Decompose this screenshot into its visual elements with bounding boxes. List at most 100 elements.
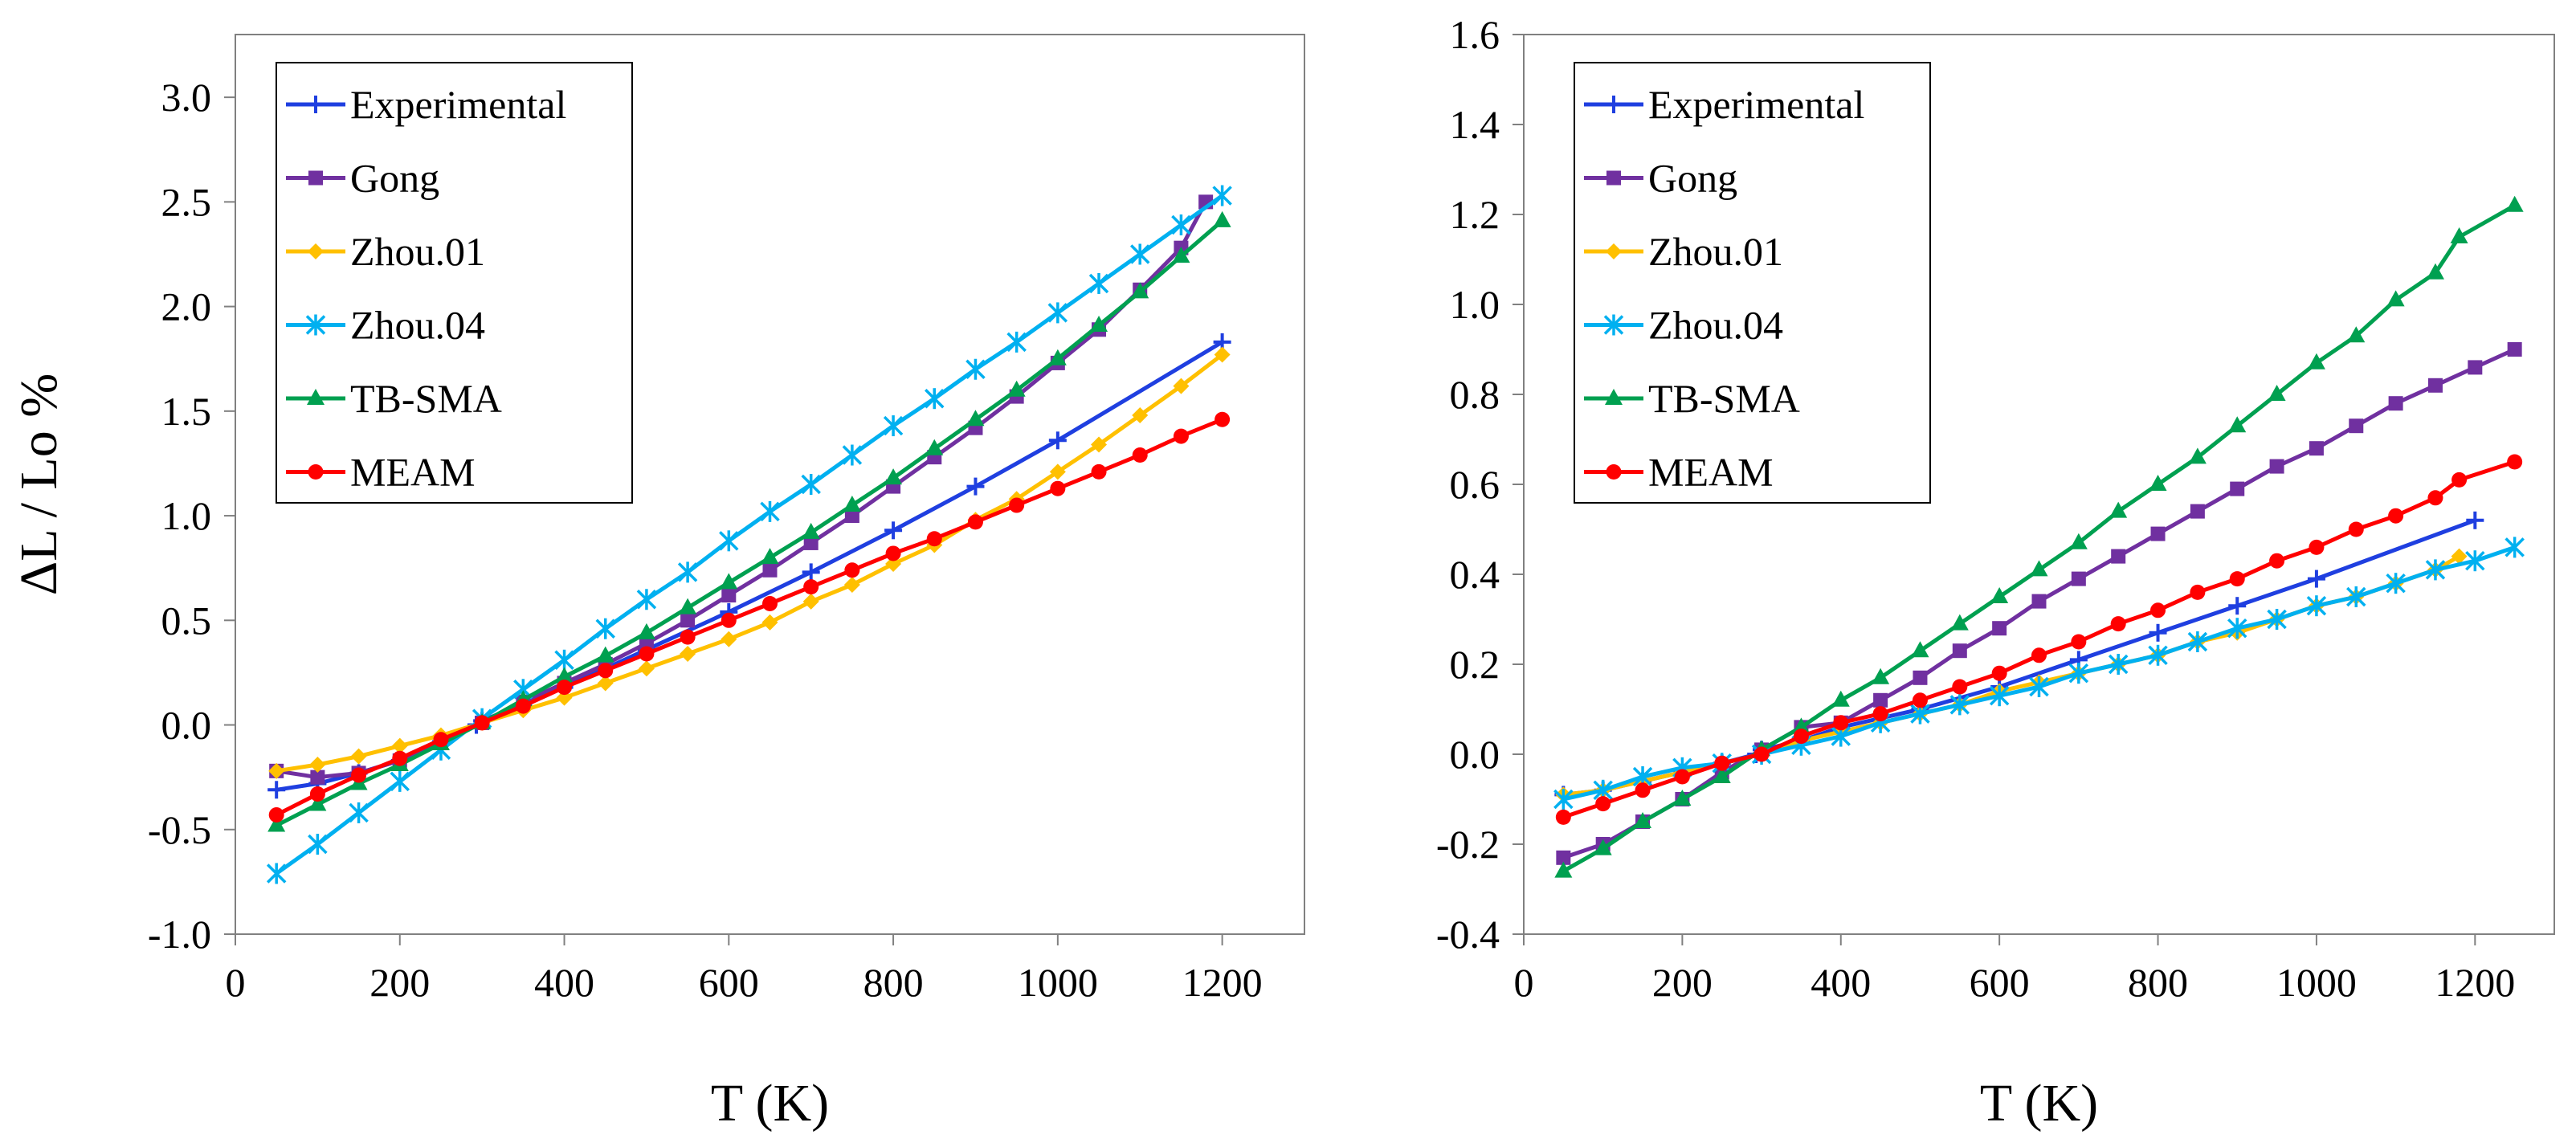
x-tick-label: 200	[369, 960, 430, 1005]
data-point-experimental	[2466, 511, 2484, 529]
data-point-gong	[2309, 441, 2324, 456]
data-point-zhou-04	[2386, 573, 2406, 594]
data-point-meam	[1091, 463, 1107, 480]
data-point-gong	[803, 535, 819, 550]
data-point-tb-sma	[720, 573, 738, 590]
y-tick-label: 1.4	[1450, 102, 1500, 147]
data-point-meam	[309, 786, 325, 802]
y-tick-label: 0.6	[1450, 462, 1500, 507]
data-point-gong	[2269, 459, 2284, 474]
data-point-meam	[885, 545, 901, 561]
data-point-meam	[1132, 447, 1148, 463]
x-tick-label: 1000	[1018, 960, 1098, 1005]
data-point-meam	[2348, 521, 2364, 537]
data-point-meam	[2507, 454, 2523, 470]
data-point-tb-sma	[2450, 227, 2468, 243]
legend-marker	[1603, 314, 1624, 336]
x-tick-label: 600	[1970, 960, 2030, 1005]
data-point-tb-sma	[1872, 667, 1890, 684]
data-point-tb-sma	[1950, 614, 1969, 631]
data-point-tb-sma	[1172, 247, 1190, 263]
data-point-meam	[1674, 769, 1690, 785]
y-tick-label: 0.2	[1450, 642, 1500, 687]
data-point-zhou-04	[1212, 185, 1232, 206]
data-point-zhou-04	[883, 415, 904, 437]
data-point-tb-sma	[1131, 282, 1149, 299]
data-point-zhou-04	[965, 358, 986, 380]
data-point-meam	[844, 562, 860, 578]
data-point-meam	[433, 732, 449, 748]
data-point-experimental	[802, 563, 820, 582]
data-point-tb-sma	[679, 598, 697, 614]
y-tick-label: 1.2	[1450, 192, 1500, 237]
data-point-zhou-04	[2227, 618, 2247, 639]
data-point-zhou-04	[2425, 559, 2446, 581]
data-point-zhou-01	[843, 577, 860, 594]
data-point-zhou-04	[349, 802, 369, 823]
x-tick-label: 0	[1514, 960, 1534, 1005]
data-point-gong	[1873, 692, 1888, 708]
legend-item-zhou-04: Zhou.04	[1584, 303, 1783, 348]
data-point-gong	[2349, 418, 2364, 434]
series-meam	[1555, 454, 2523, 825]
data-point-meam	[2150, 602, 2166, 618]
data-point-zhou-04	[1006, 331, 1027, 353]
y-tick-label: 1.0	[161, 493, 212, 538]
data-point-meam	[762, 595, 778, 611]
data-point-tb-sma	[2149, 475, 2167, 491]
data-point-meam	[268, 807, 284, 823]
plot-frame	[235, 34, 1305, 935]
data-point-zhou-01	[309, 757, 326, 774]
chart-panel-1: 0 200 400 600 800 1000 1200 -1.0 -0.5 0.0 0.5 1.0 1.…	[10, 34, 1305, 1133]
data-point-gong	[2427, 378, 2443, 393]
data-point-gong	[1913, 670, 1928, 685]
legend-marker	[1606, 243, 1622, 259]
data-point-meam	[2229, 571, 2245, 587]
y-tick-label: 0.5	[161, 598, 212, 643]
legend-label: Zhou.01	[350, 229, 485, 274]
data-point-zhou-01	[721, 631, 737, 647]
data-point-zhou-01	[1214, 346, 1231, 363]
x-tick-label: 800	[2128, 960, 2188, 1005]
data-point-zhou-04	[842, 444, 863, 466]
data-point-tb-sma	[2228, 416, 2247, 433]
data-point-zhou-04	[677, 561, 698, 583]
data-point-meam	[1635, 782, 1651, 798]
data-point-zhou-04	[2306, 595, 2327, 617]
data-point-zhou-04	[2068, 663, 2089, 684]
y-tick-label: 0.0	[1450, 732, 1500, 777]
data-point-meam	[2309, 539, 2325, 555]
data-point-zhou-04	[1047, 302, 1068, 324]
y-axis-title: ΔL / Lo %	[10, 374, 68, 595]
data-point-gong	[2468, 360, 2483, 375]
y-tick-label: 1.5	[161, 389, 212, 434]
data-point-tb-sma	[761, 548, 779, 565]
data-point-tb-sma	[1634, 812, 1652, 828]
legend: Experimental Gong Zhou.01 Zhou.04 TB-SMA MEAM	[276, 62, 633, 504]
data-point-tb-sma	[1990, 587, 2009, 603]
legend-item-zhou-04: Zhou.04	[286, 303, 485, 348]
data-point-zhou-01	[1132, 407, 1149, 424]
data-point-meam	[351, 767, 367, 783]
data-point-zhou-01	[1173, 378, 1190, 394]
series-meam	[268, 411, 1231, 823]
data-point-zhou-04	[2187, 631, 2208, 652]
legend-item-experimental: Experimental	[286, 82, 566, 127]
data-point-gong	[2071, 571, 2086, 586]
data-point-tb-sma	[2307, 353, 2325, 369]
data-point-zhou-04	[1129, 243, 1150, 265]
legend-item-gong: Gong	[286, 156, 439, 201]
data-point-gong	[2507, 342, 2522, 357]
data-point-zhou-01	[1091, 436, 1108, 453]
data-point-gong	[2031, 594, 2047, 609]
data-point-tb-sma	[2386, 290, 2405, 307]
data-point-meam	[1912, 692, 1928, 708]
legend-label: Zhou.04	[350, 303, 485, 348]
data-point-zhou-01	[391, 737, 408, 754]
data-point-meam	[1952, 679, 1968, 695]
data-point-meam	[1793, 729, 1809, 745]
data-point-zhou-04	[719, 530, 739, 552]
data-point-meam	[1872, 706, 1888, 722]
data-point-meam	[557, 680, 573, 696]
data-point-zhou-01	[802, 593, 819, 610]
